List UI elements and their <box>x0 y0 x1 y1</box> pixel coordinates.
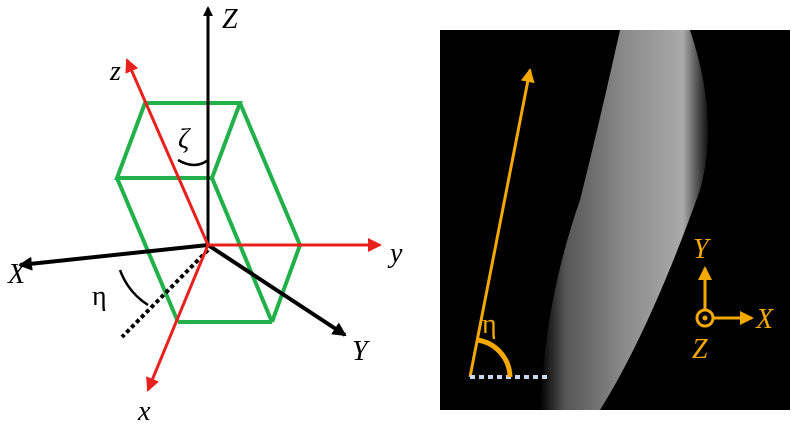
label: ζ <box>178 124 191 155</box>
z-axis <box>127 60 208 245</box>
right-image: η Y X Z <box>440 30 790 410</box>
label: y <box>387 238 403 269</box>
label: X <box>755 304 774 335</box>
label: X <box>7 259 26 290</box>
label: z <box>109 56 121 87</box>
x-axis <box>148 245 208 390</box>
label: η <box>482 309 497 340</box>
label: η <box>92 281 107 312</box>
X-axis <box>20 245 208 265</box>
zeta-arc <box>178 160 208 165</box>
label: x <box>137 396 151 427</box>
Z-dot <box>703 316 708 321</box>
left-diagram: Z z ζ X η y Y x <box>7 4 403 427</box>
figure: Z z ζ X η y Y x η Y X Z <box>0 0 809 429</box>
eta-arc <box>120 270 148 305</box>
label: Z <box>692 334 708 365</box>
label: Y <box>352 336 371 367</box>
label: Z <box>222 4 238 35</box>
